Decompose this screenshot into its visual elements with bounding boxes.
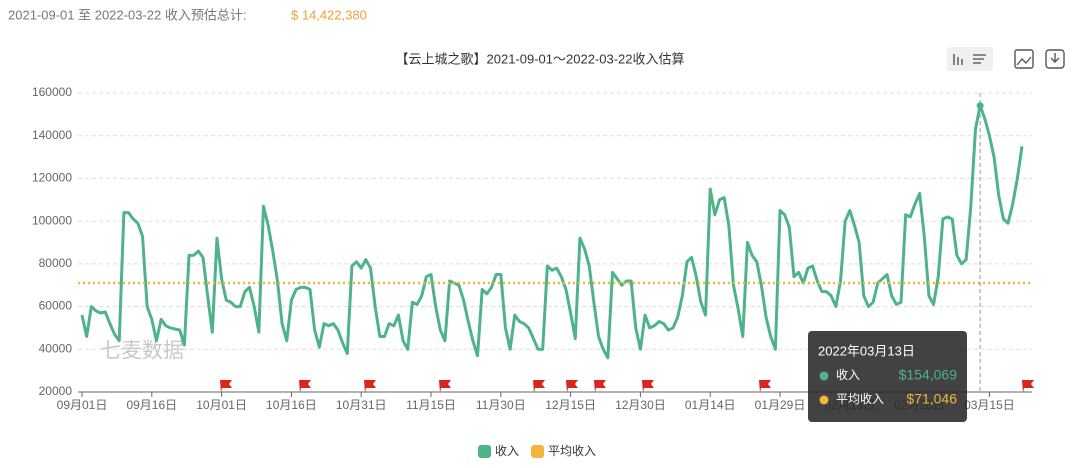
- x-tick-label: 01月29日: [755, 398, 806, 412]
- x-tick-label: 01月14日: [685, 398, 736, 412]
- summary-total: $ 14,422,380: [291, 7, 367, 22]
- x-tick-label: 10月31日: [336, 398, 387, 412]
- chart-title: 【云上城之歌】2021-09-01～2022-03-22收入估算: [396, 51, 685, 66]
- legend-swatch: [478, 445, 491, 458]
- summary-text: 2021-09-01 至 2022-03-22 收入预估总计:: [8, 7, 246, 22]
- tooltip-name: 平均收入: [836, 392, 884, 406]
- tooltip-box: [808, 331, 967, 422]
- x-tick-label: 03月15日: [964, 398, 1015, 412]
- download-icon[interactable]: [1045, 49, 1065, 69]
- x-tick-label: 11月15日: [406, 398, 456, 412]
- highlight-point: [976, 102, 984, 110]
- y-tick-label: 20000: [39, 384, 73, 398]
- bar-icon[interactable]: [953, 54, 963, 65]
- watermark: 七麦数据: [100, 340, 184, 363]
- x-tick-label: 12月15日: [545, 398, 596, 412]
- income-line: [80, 104, 1024, 360]
- y-tick-label: 160000: [32, 85, 72, 99]
- tooltip-value: $71,046: [906, 391, 957, 407]
- tooltip-title: 2022年03月13日: [818, 343, 915, 358]
- x-tick-label: 10月16日: [266, 398, 317, 412]
- x-tick-label: 10月01日: [196, 398, 247, 412]
- event-flags: [220, 380, 1034, 393]
- x-tick-label: 09月01日: [57, 398, 108, 412]
- y-tick-label: 120000: [32, 171, 72, 185]
- toolbar: [947, 47, 1065, 71]
- tooltip-name: 收入: [836, 368, 860, 382]
- list-icon[interactable]: [973, 54, 986, 64]
- y-tick-label: 100000: [32, 213, 72, 227]
- image-icon[interactable]: [1014, 49, 1034, 69]
- tooltip-swatch: [819, 395, 829, 405]
- x-tick-label: 11月30日: [476, 398, 526, 412]
- x-tick-label: 09月16日: [126, 398, 177, 412]
- tooltip-value: $154,069: [899, 367, 958, 383]
- legend-label: 平均收入: [548, 444, 596, 458]
- x-tick-label: 12月30日: [615, 398, 666, 412]
- tooltip-swatch: [819, 371, 829, 381]
- legend-label: 收入: [495, 444, 519, 458]
- y-tick-label: 60000: [39, 299, 73, 313]
- y-tick-label: 80000: [39, 256, 73, 270]
- y-tick-label: 40000: [39, 341, 73, 355]
- legend-swatch: [531, 445, 545, 458]
- y-tick-label: 140000: [32, 128, 72, 142]
